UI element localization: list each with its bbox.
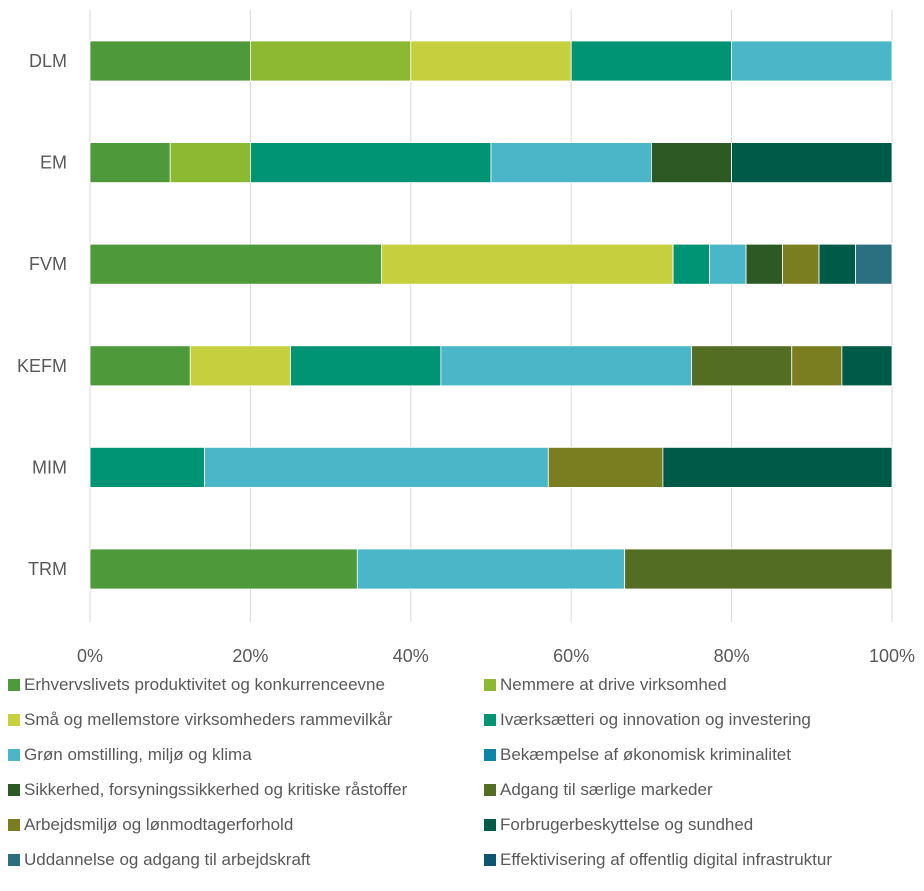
legend-item: Forbrugerbeskyttelse og sundhed <box>484 812 918 837</box>
legend-swatch <box>8 818 20 831</box>
legend-swatch <box>8 713 20 726</box>
bar-segment <box>547 446 664 488</box>
legend-swatch <box>484 783 496 796</box>
bar-segment <box>410 40 572 82</box>
x-tick-label: 60% <box>553 646 589 666</box>
legend-label: Sikkerhed, forsyningssikkerhed og kritis… <box>24 779 408 799</box>
bar-segment <box>89 40 251 82</box>
legend-label: Effektivisering af offentlig digital inf… <box>500 849 832 869</box>
legend-label: Uddannelse og adgang til arbejdskraft <box>24 849 311 869</box>
legend-swatch <box>484 853 496 866</box>
legend-swatch <box>484 713 496 726</box>
category-axis: DLM EM FVM KEFM MIM TRM <box>17 51 67 579</box>
bar-segment <box>249 142 492 184</box>
value-axis: 0% 20% 40% 60% 80% 100% <box>77 646 915 666</box>
bar-segment <box>731 142 893 184</box>
legend-item: Små og mellemstore virksomheders rammevi… <box>8 707 484 732</box>
bar-segment <box>204 446 549 488</box>
legend-label: Forbrugerbeskyttelse og sundhed <box>500 814 754 834</box>
bar-segment <box>169 142 251 184</box>
legend-label: Iværksætteri og innovation og investerin… <box>500 709 811 729</box>
bar-segment <box>662 446 893 488</box>
bar-segment <box>745 243 783 285</box>
bar-segment <box>791 345 843 387</box>
legend-label: Grøn omstilling, miljø og klima <box>24 744 252 764</box>
legend: Erhvervslivets produktivitet og konkurre… <box>8 672 918 872</box>
legend-label: Bekæmpelse af økonomisk kriminalitet <box>500 744 791 764</box>
legend-item: Grøn omstilling, miljø og klima <box>8 742 484 767</box>
legend-label: Erhvervslivets produktivitet og konkurre… <box>24 674 385 694</box>
bars <box>89 40 893 590</box>
gridlines <box>89 10 893 622</box>
legend-item: Nemmere at drive virksomhed <box>484 672 918 697</box>
y-tick-label: MIM <box>32 457 67 477</box>
legend-label: Arbejdsmiljø og lønmodtagerforhold <box>24 814 294 834</box>
legend-label: Små og mellemstore virksomheders rammevi… <box>24 709 393 729</box>
x-tick-label: 100% <box>869 646 915 666</box>
bar-segment <box>290 345 442 387</box>
bar-segment <box>89 142 171 184</box>
y-tick-label: FVM <box>29 254 67 274</box>
bar-segment <box>440 345 692 387</box>
legend-swatch <box>484 818 496 831</box>
legend-label: Adgang til særlige markeder <box>500 779 713 799</box>
bar-segment <box>855 243 893 285</box>
x-tick-label: 20% <box>232 646 268 666</box>
bar-segment <box>249 40 412 82</box>
x-tick-label: 0% <box>77 646 103 666</box>
bar-segment <box>490 142 652 184</box>
legend-swatch <box>8 748 20 761</box>
y-tick-label: DLM <box>29 51 67 71</box>
bar-segment <box>89 446 205 488</box>
bar-segment <box>841 345 893 387</box>
bar-segment <box>782 243 820 285</box>
bar-segment <box>672 243 710 285</box>
x-tick-label: 40% <box>393 646 429 666</box>
legend-swatch <box>8 678 20 691</box>
legend-swatch <box>8 783 20 796</box>
legend-swatch <box>484 748 496 761</box>
bar-segment <box>89 243 382 285</box>
legend-item: Arbejdsmiljø og lønmodtagerforhold <box>8 812 484 837</box>
bar-segment <box>570 40 733 82</box>
legend-swatch <box>8 853 20 866</box>
bar-segment <box>731 40 893 82</box>
x-tick-label: 80% <box>714 646 750 666</box>
legend-item: Sikkerhed, forsyningssikkerhed og kritis… <box>8 777 484 802</box>
legend-item: Uddannelse og adgang til arbejdskraft <box>8 847 484 872</box>
bar-segment <box>189 345 291 387</box>
bar-segment <box>381 243 674 285</box>
bar-segment <box>356 548 626 590</box>
y-tick-label: TRM <box>28 559 67 579</box>
bar-segment <box>89 548 358 590</box>
bar-segment <box>651 142 733 184</box>
y-tick-label: EM <box>40 153 67 173</box>
y-tick-label: KEFM <box>17 356 67 376</box>
bar-segment <box>624 548 893 590</box>
stacked-bar-chart: DLM EM FVM KEFM MIM TRM 0% 20% 40% 60% 80% 100% <box>17 10 915 666</box>
legend-item: Bekæmpelse af økonomisk kriminalitet <box>484 742 918 767</box>
legend-swatch <box>484 678 496 691</box>
legend-item: Adgang til særlige markeder <box>484 777 918 802</box>
bar-segment <box>691 345 793 387</box>
legend-item: Iværksætteri og innovation og investerin… <box>484 707 918 732</box>
bar-segment <box>818 243 856 285</box>
bar-segment <box>89 345 191 387</box>
bar-segment <box>709 243 747 285</box>
legend-label: Nemmere at drive virksomhed <box>500 674 727 694</box>
legend-item: Erhvervslivets produktivitet og konkurre… <box>8 672 484 697</box>
legend-item: Effektivisering af offentlig digital inf… <box>484 847 918 872</box>
